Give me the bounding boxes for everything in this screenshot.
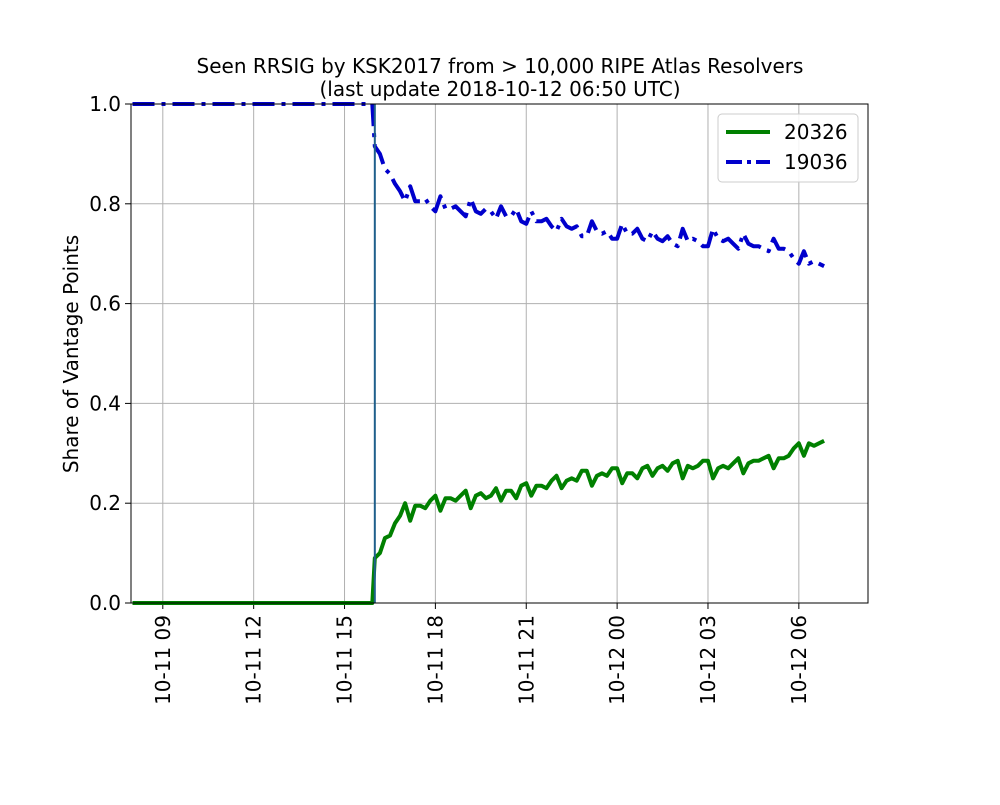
chart-subtitle: (last update 2018-10-12 06:50 UTC) — [319, 77, 680, 101]
x-tick-label: 10-12 00 — [605, 615, 629, 705]
plot-area-frame — [130, 103, 869, 604]
series-layer — [132, 102, 825, 605]
legend-label-20326: 20326 — [784, 120, 848, 144]
x-tick-label: 10-12 06 — [787, 615, 811, 705]
x-tick-label: 10-11 15 — [333, 615, 357, 705]
y-tick-label: 0.2 — [89, 491, 121, 515]
y-tick-label: 1.0 — [89, 92, 121, 116]
y-axis-label: Share of Vantage Points — [59, 235, 83, 473]
x-tick-label: 10-11 18 — [423, 615, 447, 705]
chart-title: Seen RRSIG by KSK2017 from > 10,000 RIPE… — [197, 54, 804, 78]
y-tick-label: 0.8 — [89, 192, 121, 216]
x-tick-label: 10-11 21 — [514, 615, 538, 705]
series-line-19036 — [132, 102, 825, 268]
x-tick-label: 10-11 12 — [242, 615, 266, 705]
y-tick-label: 0.6 — [89, 292, 121, 316]
legend-label-19036: 19036 — [784, 150, 848, 174]
series-line-20326 — [132, 439, 825, 605]
y-tick-label: 0.0 — [89, 591, 121, 615]
axis-ticks: 0.0 0.2 0.4 0.6 0.8 1.0 10-11 09 10-11 12 10-11 … — [89, 92, 811, 705]
y-tick-label: 0.4 — [89, 391, 121, 415]
legend: 20326 19036 — [717, 113, 859, 183]
x-tick-label: 10-12 03 — [696, 615, 720, 705]
x-tick-label: 10-11 09 — [151, 615, 175, 705]
